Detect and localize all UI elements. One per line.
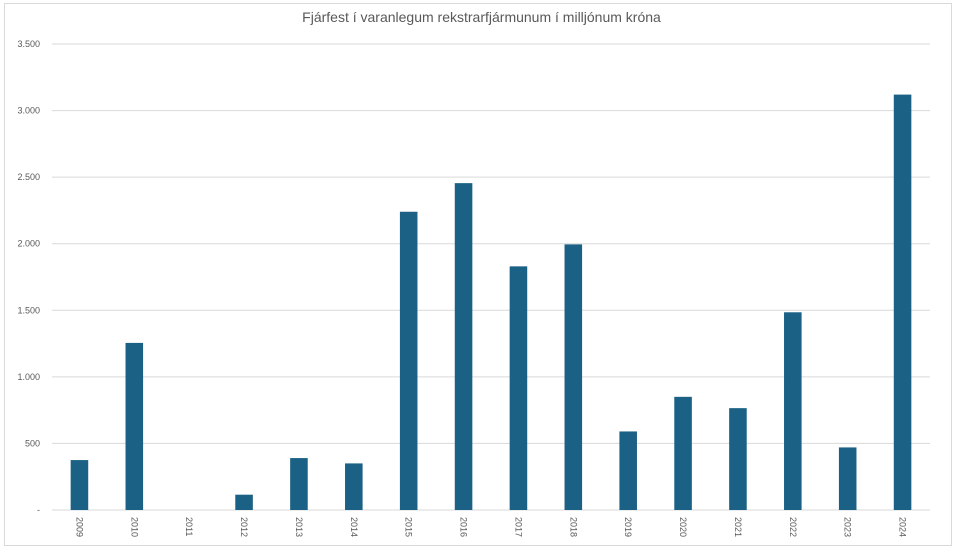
x-tick-label: 2018	[568, 517, 578, 537]
bar	[399, 211, 418, 510]
bar	[619, 431, 637, 510]
chart-title: Fjárfest í varanlegum rekstrarfjármunum …	[302, 9, 661, 25]
x-tick-label: 2016	[459, 517, 469, 537]
x-tick-label: 2014	[349, 517, 359, 537]
y-tick-label: 3.000	[17, 106, 40, 116]
bar	[509, 266, 528, 510]
bar	[784, 312, 802, 510]
x-tick-label: 2022	[788, 517, 798, 537]
bar	[838, 447, 857, 510]
x-tick-label: 2019	[623, 517, 633, 537]
bar	[235, 494, 253, 510]
y-tick-label: 2.500	[17, 172, 40, 182]
x-tick-label: 2012	[239, 517, 249, 537]
bar	[674, 396, 692, 510]
bar	[125, 342, 144, 510]
x-tick-label: 2015	[404, 517, 414, 537]
x-tick-label: 2009	[74, 517, 84, 537]
x-tick-label: 2021	[733, 517, 743, 537]
y-tick-label: 1.500	[17, 305, 40, 315]
x-tick-label: 2011	[184, 517, 194, 536]
y-tick-label: -	[37, 505, 40, 515]
y-tick-label: 1.000	[17, 372, 40, 382]
y-tick-label: 2.000	[17, 239, 40, 249]
bar	[729, 408, 747, 510]
x-tick-label: 2023	[843, 517, 853, 537]
x-tick-label: 2024	[898, 517, 908, 537]
bar	[345, 463, 363, 510]
y-tick-label: 3.500	[17, 39, 40, 49]
x-tick-label: 2020	[678, 517, 688, 537]
x-tick-label: 2010	[129, 517, 139, 537]
y-tick-label: 500	[25, 438, 40, 448]
x-tick-label: 2017	[513, 517, 523, 537]
bar	[290, 458, 308, 510]
bar	[70, 460, 89, 510]
bar	[893, 94, 912, 510]
bar	[564, 244, 583, 510]
x-tick-label: 2013	[294, 517, 304, 537]
bar	[454, 183, 473, 511]
